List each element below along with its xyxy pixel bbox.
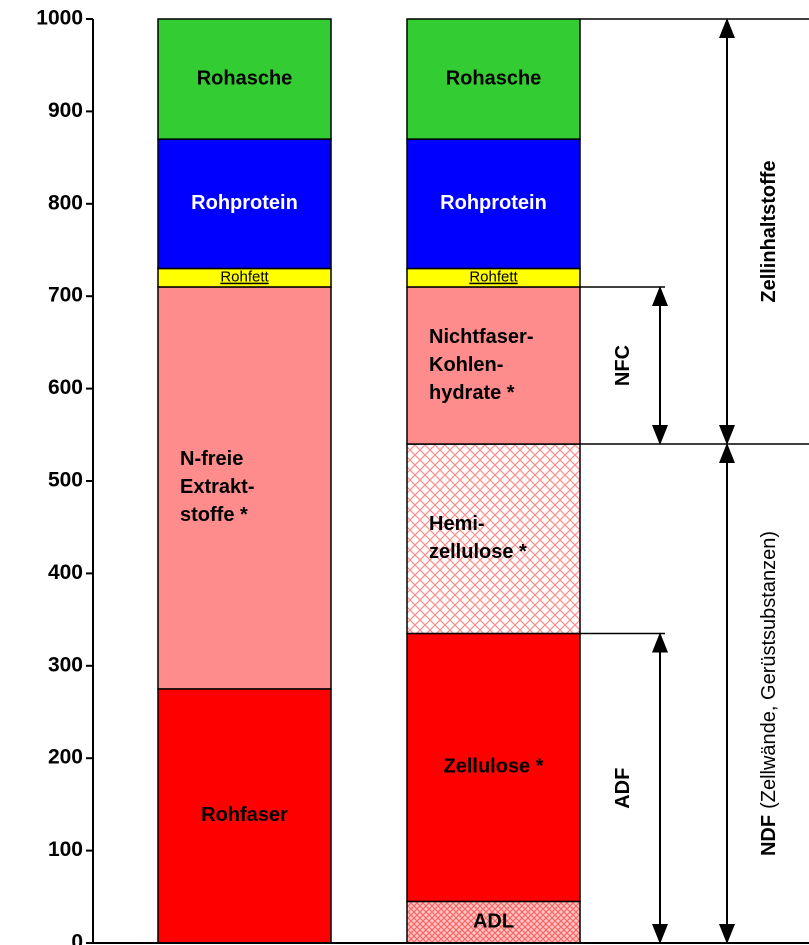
bar-segment bbox=[157, 18, 332, 140]
segment-label: Rohprotein bbox=[191, 192, 298, 214]
y-tick-label: 1000 bbox=[36, 7, 83, 30]
y-tick-label: 300 bbox=[48, 653, 83, 676]
bar-segment bbox=[157, 286, 332, 690]
segment-label: Extrakt- bbox=[180, 476, 254, 498]
bar-segment bbox=[406, 18, 581, 140]
segment-label: hydrate * bbox=[429, 382, 515, 404]
segment-label: ADL bbox=[473, 910, 514, 932]
y-tick-label: 500 bbox=[48, 469, 83, 492]
segment-label: Rohasche bbox=[446, 67, 542, 89]
segment-label: Zellulose * bbox=[443, 756, 543, 778]
bar-segment bbox=[157, 688, 332, 944]
y-tick-label: 700 bbox=[48, 284, 83, 307]
segment-label: Rohfett bbox=[469, 269, 518, 286]
segment-label: Rohfett bbox=[220, 269, 269, 286]
annotation-label: NDF (Zellwände, Gerüstsubstanzen) bbox=[758, 531, 780, 856]
y-tick-label: 400 bbox=[48, 561, 83, 584]
annotation-label: ADF bbox=[612, 768, 634, 809]
y-tick-label: 100 bbox=[48, 838, 83, 861]
annotation-label-text: NFC bbox=[612, 345, 634, 386]
segment-label: Rohfaser bbox=[201, 804, 288, 826]
y-tick-label: 900 bbox=[48, 99, 83, 122]
segment-label: Hemi- bbox=[429, 513, 485, 535]
y-tick-label: 0 bbox=[71, 931, 83, 945]
bar-segment bbox=[406, 286, 581, 445]
segment-label: Nichtfaser- bbox=[429, 326, 533, 348]
segment-label: Rohprotein bbox=[440, 192, 547, 214]
segment-label: zellulose * bbox=[429, 541, 527, 563]
annotation-label: Zellinhaltstoffe bbox=[758, 160, 780, 302]
annotation-label-text: ADF bbox=[612, 768, 634, 809]
y-tick-label: 200 bbox=[48, 746, 83, 769]
bar-segment bbox=[406, 138, 581, 270]
annotation-label-text: NDF bbox=[758, 815, 780, 856]
bar-segment bbox=[157, 138, 332, 270]
annotation-label: NFC bbox=[612, 345, 634, 386]
bar-segment bbox=[406, 443, 581, 635]
segment-label: N-freie bbox=[180, 448, 243, 470]
bar-segment bbox=[406, 632, 581, 903]
y-tick-label: 800 bbox=[48, 191, 83, 214]
segment-label: stoffe * bbox=[180, 504, 248, 526]
annotation-note: (Zellwände, Gerüstsubstanzen) bbox=[758, 531, 780, 809]
segment-label: Rohasche bbox=[197, 67, 293, 89]
segment-label: Kohlen- bbox=[429, 354, 503, 376]
y-tick-label: 600 bbox=[48, 376, 83, 399]
annotation-label-text: Zellinhaltstoffe bbox=[758, 160, 780, 302]
